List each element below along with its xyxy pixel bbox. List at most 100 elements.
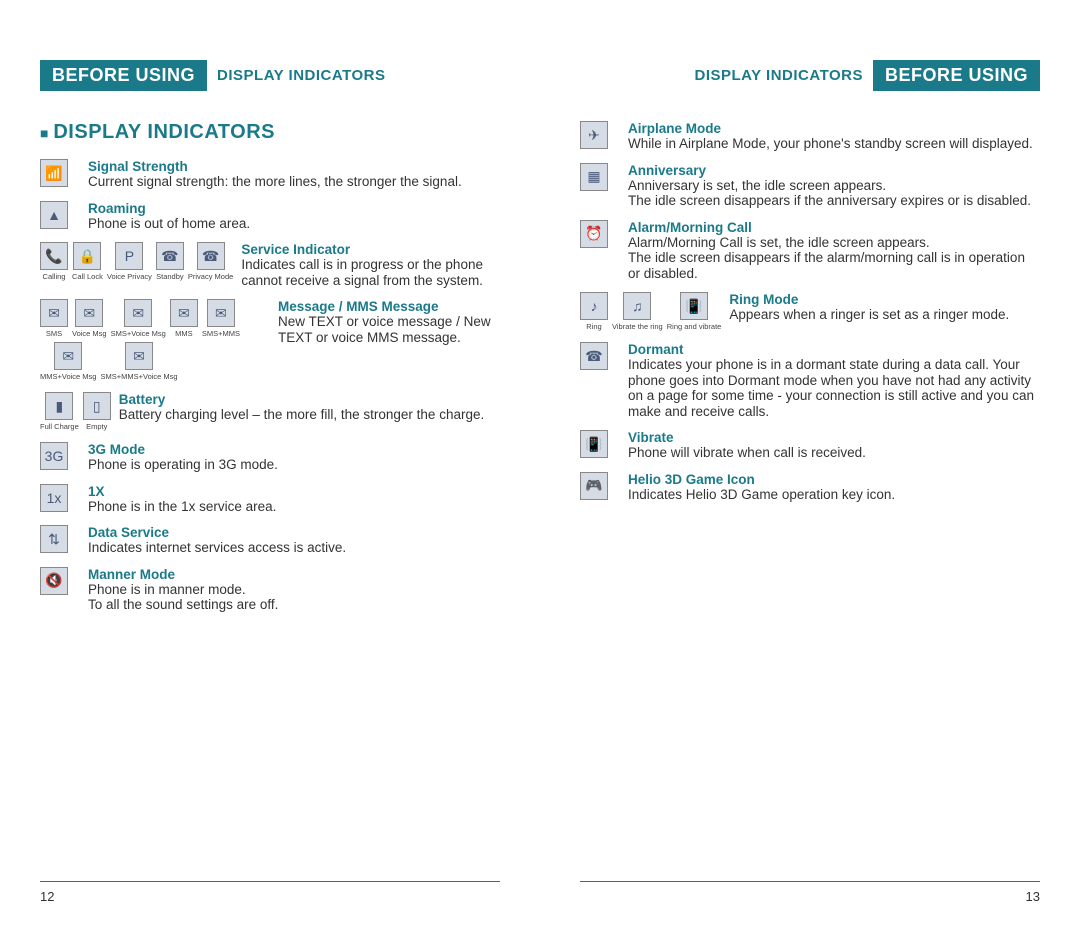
icon-caption: SMS+MMS+Voice Msg xyxy=(100,372,177,381)
indicator-icon: 🎮 xyxy=(580,472,608,500)
indicator-title: Helio 3D Game Icon xyxy=(628,472,1040,487)
icon-caption: Standby xyxy=(156,272,184,281)
page-number: 12 xyxy=(40,889,54,904)
indicator-icons: ☎ xyxy=(580,342,620,370)
left-header: BEFORE USING DISPLAY INDICATORS xyxy=(40,60,500,91)
footer-rule xyxy=(580,881,1040,882)
indicator-desc: Indicates internet services access is ac… xyxy=(88,540,500,556)
indicator-text: Data ServiceIndicates internet services … xyxy=(88,525,500,556)
indicator-desc: Current signal strength: the more lines,… xyxy=(88,174,500,190)
indicator-desc: Phone is out of home area. xyxy=(88,216,500,232)
indicator-title: Alarm/Morning Call xyxy=(628,220,1040,235)
indicator-row: ✉SMS✉Voice Msg✉SMS+Voice Msg✉MMS✉SMS+MMS… xyxy=(40,299,500,381)
indicator-desc: Phone is operating in 3G mode. xyxy=(88,457,500,473)
indicator-desc: Battery charging level – the more fill, … xyxy=(119,407,500,423)
indicator-title: Roaming xyxy=(88,201,500,216)
right-indicator-list: ✈ Airplane ModeWhile in Airplane Mode, yo… xyxy=(580,121,1040,502)
icon-caption: SMS+Voice Msg xyxy=(111,329,166,338)
indicator-text: Airplane ModeWhile in Airplane Mode, you… xyxy=(628,121,1040,152)
icon-glyph: ✉ xyxy=(40,299,68,327)
footer-rule xyxy=(40,881,500,882)
icon-glyph: ✉ xyxy=(124,299,152,327)
icon-glyph: 3G xyxy=(40,442,68,470)
icon-glyph: 📳 xyxy=(580,430,608,458)
indicator-icon: ✈ xyxy=(580,121,608,149)
icon-caption: Ring xyxy=(586,322,601,331)
indicator-text: Ring ModeAppears when a ringer is set as… xyxy=(729,292,1040,323)
icon-caption: Vibrate the ring xyxy=(612,322,663,331)
indicator-row: ▦AnniversaryAnniversary is set, the idle… xyxy=(580,163,1040,209)
icon-glyph: ☎ xyxy=(156,242,184,270)
icon-caption: Calling xyxy=(43,272,66,281)
indicator-icons: 🎮 xyxy=(580,472,620,500)
indicator-icons: 1x xyxy=(40,484,80,512)
indicator-text: Signal StrengthCurrent signal strength: … xyxy=(88,159,500,190)
indicator-text: Message / MMS MessageNew TEXT or voice m… xyxy=(278,299,500,345)
icon-caption: MMS+Voice Msg xyxy=(40,372,96,381)
indicator-icon: ▲ xyxy=(40,201,68,229)
indicator-title: Signal Strength xyxy=(88,159,500,174)
indicator-text: 1XPhone is in the 1x service area. xyxy=(88,484,500,515)
indicator-text: VibratePhone will vibrate when call is r… xyxy=(628,430,1040,461)
indicator-text: Manner ModePhone is in manner mode. To a… xyxy=(88,567,500,613)
icon-caption: Voice Msg xyxy=(72,329,107,338)
indicator-icon: 📶 xyxy=(40,159,68,187)
right-header: DISPLAY INDICATORS BEFORE USING xyxy=(580,60,1040,91)
indicator-desc: Phone is in the 1x service area. xyxy=(88,499,500,515)
indicator-desc: Appears when a ringer is set as a ringer… xyxy=(729,307,1040,323)
icon-glyph: ✉ xyxy=(54,342,82,370)
indicator-icon: 🔒 Call Lock xyxy=(72,242,103,281)
indicator-row: 1x 1XPhone is in the 1x service area. xyxy=(40,484,500,515)
icon-glyph: ✈ xyxy=(580,121,608,149)
indicator-icon: ☎ xyxy=(580,342,608,370)
icon-glyph: ✉ xyxy=(170,299,198,327)
left-page: BEFORE USING DISPLAY INDICATORS DISPLAY … xyxy=(0,0,540,932)
indicator-icon: ☎ Standby xyxy=(156,242,184,281)
indicator-row: 📳 VibratePhone will vibrate when call is … xyxy=(580,430,1040,461)
indicator-row: ▲ RoamingPhone is out of home area. xyxy=(40,201,500,232)
indicator-title: Airplane Mode xyxy=(628,121,1040,136)
indicator-row: ⏰Alarm/Morning CallAlarm/Morning Call is… xyxy=(580,220,1040,282)
indicator-desc: Indicates Helio 3D Game operation key ic… xyxy=(628,487,1040,503)
icon-glyph: 📳 xyxy=(680,292,708,320)
indicator-icons: ⇅ xyxy=(40,525,80,553)
icon-caption: Full Charge xyxy=(40,422,79,431)
indicator-icon: ✉ MMS+Voice Msg xyxy=(40,342,96,381)
indicator-desc: While in Airplane Mode, your phone's sta… xyxy=(628,136,1040,152)
indicator-title: 1X xyxy=(88,484,500,499)
icon-glyph: ✉ xyxy=(75,299,103,327)
indicator-icons: 3G xyxy=(40,442,80,470)
left-indicator-list: 📶 Signal StrengthCurrent signal strength:… xyxy=(40,159,500,613)
header-subtitle: DISPLAY INDICATORS xyxy=(695,67,863,84)
indicator-title: Data Service xyxy=(88,525,500,540)
indicator-icon: 🔇 xyxy=(40,567,68,595)
icon-glyph: ✉ xyxy=(207,299,235,327)
icon-caption: Call Lock xyxy=(72,272,103,281)
indicator-title: Message / MMS Message xyxy=(278,299,500,314)
icon-caption: SMS xyxy=(46,329,62,338)
indicator-icon: ▦ xyxy=(580,163,608,191)
section-title: DISPLAY INDICATORS xyxy=(40,121,500,144)
indicator-icon: ✉MMS xyxy=(170,299,198,338)
indicator-icons: ▦ xyxy=(580,163,620,191)
indicator-icon: ✉ SMS+MMS+Voice Msg xyxy=(100,342,177,381)
indicator-text: 3G ModePhone is operating in 3G mode. xyxy=(88,442,500,473)
icon-glyph: 🔒 xyxy=(73,242,101,270)
icon-caption: SMS+MMS xyxy=(202,329,240,338)
indicator-row: 🎮 Helio 3D Game IconIndicates Helio 3D Ga… xyxy=(580,472,1040,503)
indicator-row: ♪Ring♫Vibrate the ring📳Ring and vibrateR… xyxy=(580,292,1040,331)
indicator-icons: 📳 xyxy=(580,430,620,458)
header-tag: BEFORE USING xyxy=(40,60,207,91)
indicator-title: Manner Mode xyxy=(88,567,500,582)
icon-glyph: ✉ xyxy=(125,342,153,370)
indicator-text: Helio 3D Game IconIndicates Helio 3D Gam… xyxy=(628,472,1040,503)
indicator-title: 3G Mode xyxy=(88,442,500,457)
indicator-desc: Alarm/Morning Call is set, the idle scre… xyxy=(628,235,1040,282)
icon-caption: Privacy Mode xyxy=(188,272,233,281)
indicator-icons: ▮Full Charge▯Empty xyxy=(40,392,111,431)
indicator-text: Alarm/Morning CallAlarm/Morning Call is … xyxy=(628,220,1040,282)
indicator-title: Anniversary xyxy=(628,163,1040,178)
page-number: 13 xyxy=(1026,889,1040,904)
icon-glyph: 🎮 xyxy=(580,472,608,500)
indicator-icons: ✉SMS✉Voice Msg✉SMS+Voice Msg✉MMS✉SMS+MMS… xyxy=(40,299,270,381)
